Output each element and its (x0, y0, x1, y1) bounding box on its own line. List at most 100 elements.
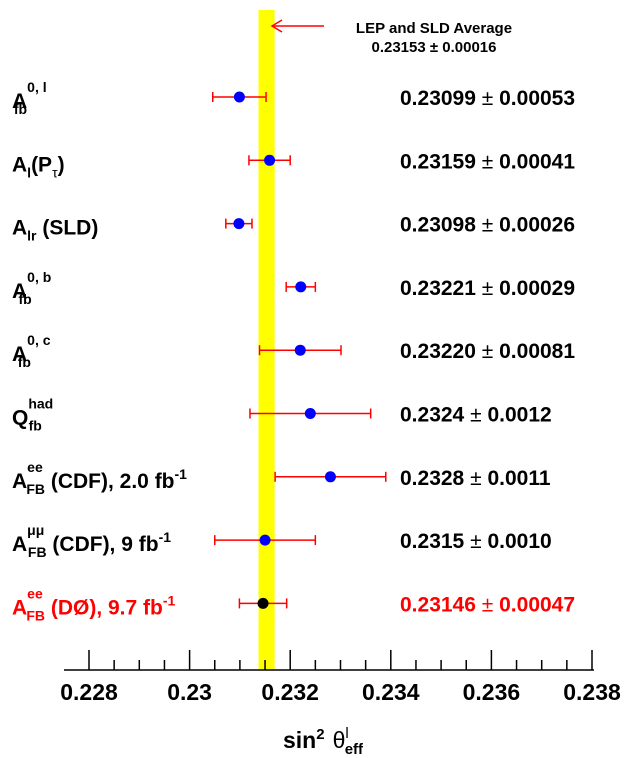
measurement-value: 0.23098 ± 0.00026 (400, 214, 575, 237)
value-pm: ± (482, 277, 499, 300)
value-error: 0.00081 (499, 340, 575, 363)
data-point (259, 534, 271, 546)
label-superscript: had (28, 396, 53, 412)
label-symbol: A (12, 153, 27, 176)
x-tick-label: 0.23 (167, 679, 212, 705)
average-value: 0.23153 ± 0.00016 (371, 39, 496, 56)
measurement-row: A0, l fb 0.23099 ± 0.00053 (12, 79, 575, 117)
label-symbol: A (12, 280, 27, 303)
x-axis-title-theta-sub: eff (345, 741, 364, 758)
label-tail: (P (31, 153, 52, 176)
value-error: 0.00053 (499, 87, 575, 110)
value-pm: ± (482, 150, 499, 173)
value-pm: ± (482, 340, 499, 363)
label-subscript: l (27, 164, 31, 180)
measurement-row: Qhad fb 0.2324 ± 0.0012 (12, 396, 552, 434)
x-axis-title-theta: θ (333, 727, 346, 753)
label-symbol: A (12, 217, 27, 240)
value-central: 0.23098 (400, 214, 482, 237)
value-pm: ± (470, 530, 487, 553)
x-axis-title: sin2 θl eff (283, 725, 364, 758)
label-tail: (CDF), 9 fb (47, 533, 159, 556)
label-tail-end: ) (58, 153, 65, 176)
value-error: 0.00026 (499, 214, 575, 237)
measurement-row: Al(Pτ) 0.23159 ± 0.00041 (12, 150, 575, 180)
label-tail-superscript: -1 (163, 592, 176, 608)
x-axis-title-main: sin (283, 727, 316, 753)
label-tail-superscript: -1 (175, 466, 188, 482)
average-band (258, 10, 275, 670)
value-pm: ± (482, 87, 499, 110)
measurement-value: 0.23146 ± 0.00047 (400, 593, 575, 616)
value-central: 0.2328 (400, 467, 470, 490)
measurement-value: 0.23099 ± 0.00053 (400, 87, 575, 110)
measurement-row: A0, c fb 0.23220 ± 0.00081 (12, 332, 575, 370)
value-error: 0.0012 (487, 404, 551, 427)
value-error: 0.0010 (487, 530, 551, 553)
x-tick-label: 0.232 (261, 679, 319, 705)
label-symbol: A (12, 596, 27, 619)
measurement-row: Alr (SLD) 0.23098 ± 0.00026 (12, 214, 575, 244)
label-subscript: lr (27, 228, 37, 244)
x-tick-label: 0.228 (60, 679, 118, 705)
label-tail: (CDF), 2.0 fb (45, 470, 175, 493)
label-subscript: FB (26, 481, 45, 497)
measurement-label: Aee FB (CDF), 2.0 fb-1 (12, 459, 187, 497)
value-central: 0.2324 (400, 404, 470, 427)
label-superscript: μμ (27, 522, 44, 538)
x-tick-label: 0.238 (563, 679, 621, 705)
data-point (304, 408, 316, 419)
average-arrow-head (270, 19, 283, 33)
x-axis: 0.228 0.23 0.232 0.234 0.236 0.238 (60, 650, 621, 705)
data-point (233, 91, 245, 103)
label-tail-superscript: -1 (159, 529, 172, 545)
measurement-label: A0, l fb (12, 79, 47, 117)
data-point (233, 218, 245, 230)
measurement-label: Alr (SLD) (12, 217, 98, 244)
measurement-value: 0.23221 ± 0.00029 (400, 277, 575, 300)
label-tail-subscript: τ (52, 164, 58, 180)
label-subscript: FB (26, 607, 45, 623)
label-superscript: ee (27, 585, 43, 601)
label-subscript: FB (28, 544, 47, 560)
value-error: 0.00047 (499, 593, 575, 616)
measurement-label: Al(Pτ) (12, 153, 65, 180)
value-central: 0.23221 (400, 277, 482, 300)
label-symbol: A (12, 533, 27, 556)
label-symbol: A (12, 343, 27, 366)
label-subscript: fb (18, 291, 31, 307)
value-error: 0.00041 (499, 150, 575, 173)
label-symbol: A (12, 90, 27, 113)
data-point (257, 597, 269, 609)
x-axis-title-sup: 2 (316, 726, 324, 743)
measurement-value: 0.2328 ± 0.0011 (400, 467, 551, 490)
measurement-value: 0.23159 ± 0.00041 (400, 150, 575, 173)
measurement-row: Aee FB (CDF), 2.0 fb-1 0.2328 ± 0.0011 (12, 459, 551, 497)
label-subscript: fb (14, 101, 27, 117)
x-tick-label: 0.236 (463, 679, 521, 705)
average-label: LEP and SLD Average (356, 20, 512, 37)
value-central: 0.23146 (400, 593, 482, 616)
data-point (295, 281, 307, 293)
label-tail: (SLD) (37, 217, 99, 240)
label-subscript: fb (29, 418, 42, 434)
measurement-label: Aee FB (DØ), 9.7 fb-1 (12, 585, 176, 623)
x-axis-title-theta-sup: l (345, 725, 348, 742)
measurement-label: Aμμ FB (CDF), 9 fb-1 (12, 522, 171, 560)
measurement-value: 0.2315 ± 0.0010 (400, 530, 552, 553)
data-point (264, 154, 276, 166)
measurement-row: A0, b fb 0.23221 ± 0.00029 (12, 269, 575, 307)
value-pm: ± (482, 214, 499, 237)
x-tick-label: 0.234 (362, 679, 420, 705)
measurement-label: A0, b fb (12, 269, 51, 307)
label-superscript: ee (27, 459, 43, 475)
label-superscript: 0, l (27, 79, 46, 95)
average-band-layer (258, 10, 275, 670)
data-point (324, 471, 336, 483)
measurement-label: Qhad fb (12, 396, 53, 434)
value-error: 0.0011 (487, 467, 550, 490)
label-symbol: A (12, 470, 27, 493)
label-symbol: Q (12, 407, 28, 430)
